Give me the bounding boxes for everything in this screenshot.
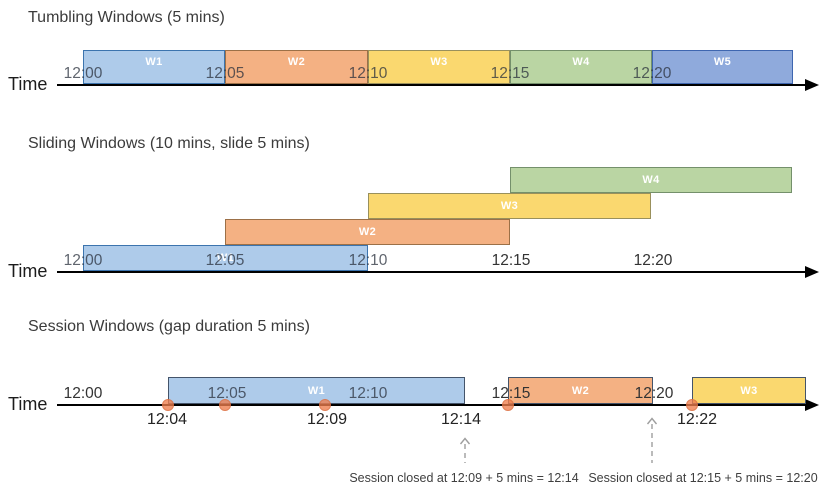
- window-label: W1: [216, 252, 235, 264]
- time-axis-label-sliding: Time: [8, 261, 48, 281]
- tick-label-tumbling: 12:00: [63, 65, 103, 82]
- window-label: W3: [740, 384, 758, 397]
- timeline-tumbling: [57, 84, 805, 86]
- window-w1-session: W1: [168, 377, 465, 404]
- window-w2-tumbling: W2: [225, 50, 368, 84]
- event-time-label: 12:22: [676, 411, 718, 428]
- session-close-arrow-icon: [459, 437, 471, 463]
- tick-label-tumbling: 12:05: [205, 65, 245, 82]
- tick-label-session: 12:15: [491, 385, 531, 402]
- tick-label-sliding: 12:20: [633, 252, 673, 269]
- window-w2-sliding: W2: [225, 219, 510, 245]
- tick-label-tumbling: 12:20: [632, 65, 672, 82]
- window-label: W4: [642, 174, 660, 186]
- window-w1-tumbling: W1: [83, 50, 225, 84]
- window-label: W5: [713, 56, 732, 68]
- timeline-arrowhead-icon-session: [805, 399, 819, 411]
- time-axis-label-tumbling: Time: [8, 74, 48, 94]
- window-label: W1: [145, 56, 163, 68]
- timeline-arrowhead-icon-tumbling: [805, 79, 819, 91]
- section-title-tumbling: Tumbling Windows (5 mins): [28, 9, 225, 26]
- window-label: W3: [500, 200, 519, 212]
- event-time-label: 12:14: [440, 411, 482, 428]
- event-dot: [219, 399, 231, 411]
- tick-label-sliding: 12:05: [205, 252, 245, 269]
- tick-label-session: 12:20: [634, 385, 674, 402]
- window-label: W1: [307, 384, 326, 397]
- event-time-label: 12:09: [306, 411, 348, 428]
- tick-label-session: 12:10: [348, 385, 388, 402]
- section-title-session: Session Windows (gap duration 5 mins): [28, 318, 310, 335]
- event-dot: [162, 399, 174, 411]
- tick-label-session: 12:00: [63, 385, 103, 402]
- section-title-sliding: Sliding Windows (10 mins, slide 5 mins): [28, 135, 310, 152]
- tick-label-tumbling: 12:15: [490, 65, 530, 82]
- window-label: W2: [287, 56, 306, 68]
- window-w1-sliding: W1: [83, 245, 368, 271]
- timeline-arrowhead-icon-sliding: [805, 266, 819, 278]
- window-w5-tumbling: W5: [652, 50, 793, 84]
- session-close-arrow-icon: [646, 417, 658, 463]
- window-label: W3: [430, 56, 448, 68]
- window-w3-session: W3: [692, 377, 806, 404]
- window-w4-tumbling: W4: [510, 50, 652, 84]
- tick-label-sliding: 12:10: [348, 252, 388, 269]
- tick-label-sliding: 12:15: [491, 252, 531, 269]
- time-axis-label-session: Time: [8, 394, 48, 414]
- window-w3-sliding: W3: [368, 193, 651, 219]
- event-time-label: 12:04: [146, 411, 188, 428]
- window-label: W2: [571, 384, 590, 397]
- timeline-sliding: [57, 271, 805, 273]
- window-w4-sliding: W4: [510, 167, 792, 193]
- event-dot: [502, 399, 514, 411]
- timeline-session: [57, 404, 805, 406]
- event-dot: [686, 399, 698, 411]
- tick-label-tumbling: 12:10: [348, 65, 388, 82]
- window-label: W4: [572, 56, 590, 68]
- session-closed-note: Session closed at 12:15 + 5 mins = 12:20: [588, 471, 818, 485]
- window-label: W2: [358, 226, 377, 238]
- window-w3-tumbling: W3: [368, 50, 510, 84]
- tick-label-sliding: 12:00: [63, 252, 103, 269]
- event-dot: [319, 399, 331, 411]
- tick-label-session: 12:05: [207, 385, 247, 402]
- window-w2-session: W2: [508, 377, 653, 404]
- session-closed-note: Session closed at 12:09 + 5 mins = 12:14: [349, 471, 579, 485]
